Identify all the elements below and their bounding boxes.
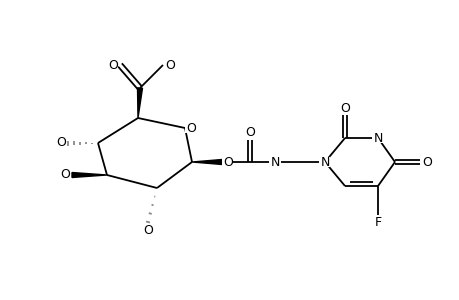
- Text: O: O: [245, 127, 254, 140]
- Bar: [319, 157, 330, 167]
- Bar: [185, 123, 196, 133]
- Text: N: N: [319, 155, 329, 169]
- Bar: [269, 157, 280, 167]
- Text: N: N: [270, 155, 279, 169]
- Bar: [142, 226, 153, 236]
- Bar: [56, 138, 67, 148]
- Text: O: O: [223, 155, 232, 169]
- Bar: [59, 170, 70, 180]
- Text: O: O: [143, 224, 152, 238]
- Text: O: O: [60, 169, 70, 182]
- Bar: [372, 133, 383, 143]
- Text: O: O: [185, 122, 196, 134]
- Bar: [339, 103, 350, 113]
- Text: F: F: [374, 217, 381, 230]
- Bar: [420, 157, 431, 167]
- Text: O: O: [421, 155, 431, 169]
- Polygon shape: [191, 160, 222, 164]
- Bar: [107, 60, 118, 70]
- Bar: [244, 128, 255, 138]
- Text: O: O: [339, 101, 349, 115]
- Bar: [222, 157, 233, 167]
- Text: O: O: [108, 58, 118, 71]
- Polygon shape: [72, 172, 107, 178]
- Polygon shape: [137, 88, 142, 118]
- Bar: [164, 60, 175, 70]
- Text: O: O: [165, 58, 174, 71]
- Text: O: O: [56, 136, 66, 149]
- Text: N: N: [373, 131, 382, 145]
- Bar: [372, 218, 383, 228]
